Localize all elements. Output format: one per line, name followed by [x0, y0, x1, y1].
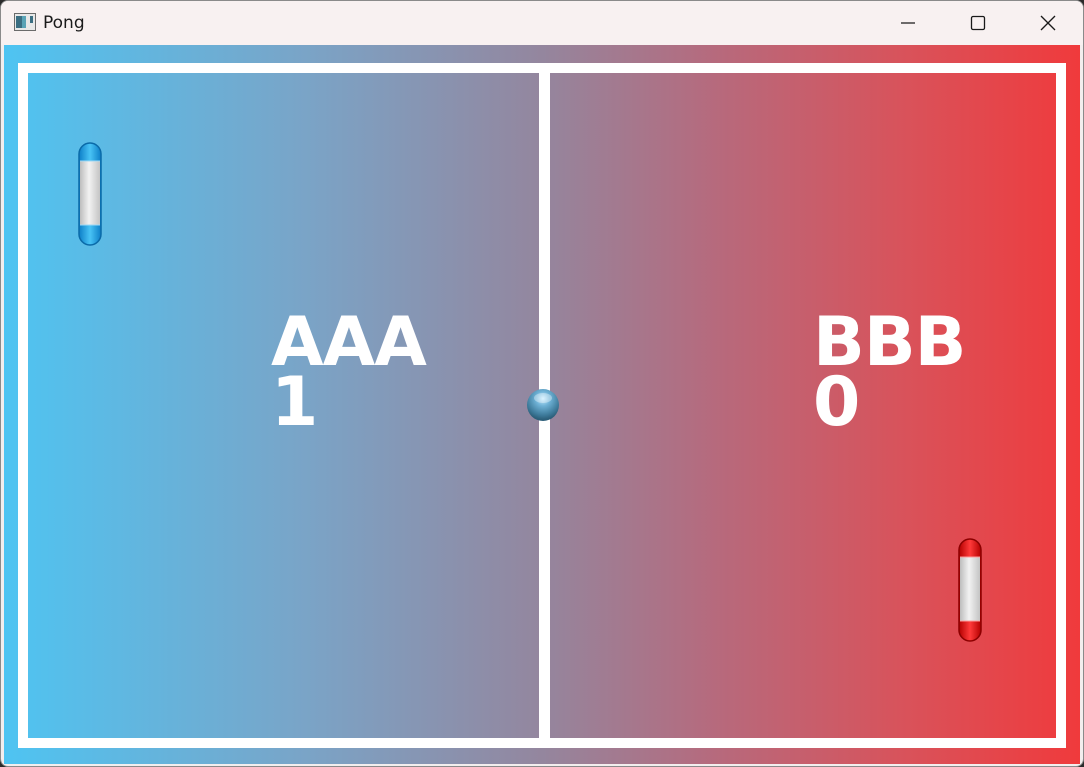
right-paddle[interactable]: [958, 538, 982, 642]
player-1-name: AAA: [271, 303, 427, 382]
maximize-button[interactable]: [943, 1, 1013, 45]
title-bar[interactable]: Pong: [1, 1, 1083, 45]
left-paddle[interactable]: [78, 142, 102, 246]
minimize-icon: [901, 22, 915, 24]
app-window-icon: [14, 13, 36, 31]
ball: [527, 389, 559, 421]
game-court: AAA 1 BBB 0: [4, 45, 1080, 764]
player-1-score: 1: [271, 363, 318, 442]
minimize-button[interactable]: [873, 1, 943, 45]
player-2-score: 0: [813, 363, 860, 442]
close-button[interactable]: [1013, 1, 1083, 45]
player-2-name: BBB: [813, 303, 966, 382]
close-icon: [1040, 15, 1056, 31]
window-title: Pong: [43, 13, 85, 33]
maximize-icon: [970, 15, 986, 31]
